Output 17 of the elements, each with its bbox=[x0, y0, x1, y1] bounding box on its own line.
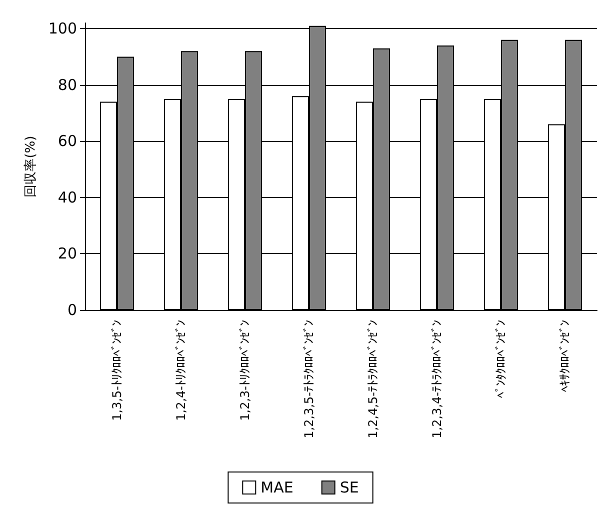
x-tick-label: 1,2,4,5-ﾃﾄﾗｸﾛﾛﾍﾞﾝｾﾞﾝ bbox=[366, 320, 380, 438]
y-tick-label: 100 bbox=[48, 20, 77, 38]
legend-label: MAE bbox=[260, 478, 294, 496]
y-tick-label: 0 bbox=[67, 301, 77, 319]
x-tick-label: ﾍｷｻｸﾛﾛﾍﾞﾝｾﾞﾝ bbox=[558, 320, 572, 392]
y-tick-label: 20 bbox=[58, 244, 77, 263]
y-tick-label: 60 bbox=[58, 132, 77, 150]
y-tick-label: 80 bbox=[58, 76, 77, 94]
y-tick-label: 40 bbox=[58, 188, 77, 206]
x-tick-label: 1,2,4-ﾄﾘｸﾛﾛﾍﾞﾝｾﾞﾝ bbox=[174, 320, 188, 421]
x-tick-label: 1,2,3-ﾄﾘｸﾛﾛﾍﾞﾝｾﾞﾝ bbox=[238, 320, 252, 421]
x-tick-label: 1,2,3,5-ﾃﾄﾗｸﾛﾛﾍﾞﾝｾﾞﾝ bbox=[302, 320, 316, 438]
x-tick-label: 1,3,5-ﾄﾘｸﾛﾛﾍﾞﾝｾﾞﾝ bbox=[110, 320, 124, 421]
x-tick-label: 1,2,3,4-ﾃﾄﾗｸﾛﾛﾍﾞﾝｾﾞﾝ bbox=[430, 320, 444, 438]
legend-label: SE bbox=[340, 478, 359, 496]
x-tick-label: ﾍﾟﾝﾀｸﾛﾛﾍﾞﾝｾﾞﾝ bbox=[494, 320, 508, 398]
y-axis-title: 回収率(%) bbox=[22, 136, 38, 198]
